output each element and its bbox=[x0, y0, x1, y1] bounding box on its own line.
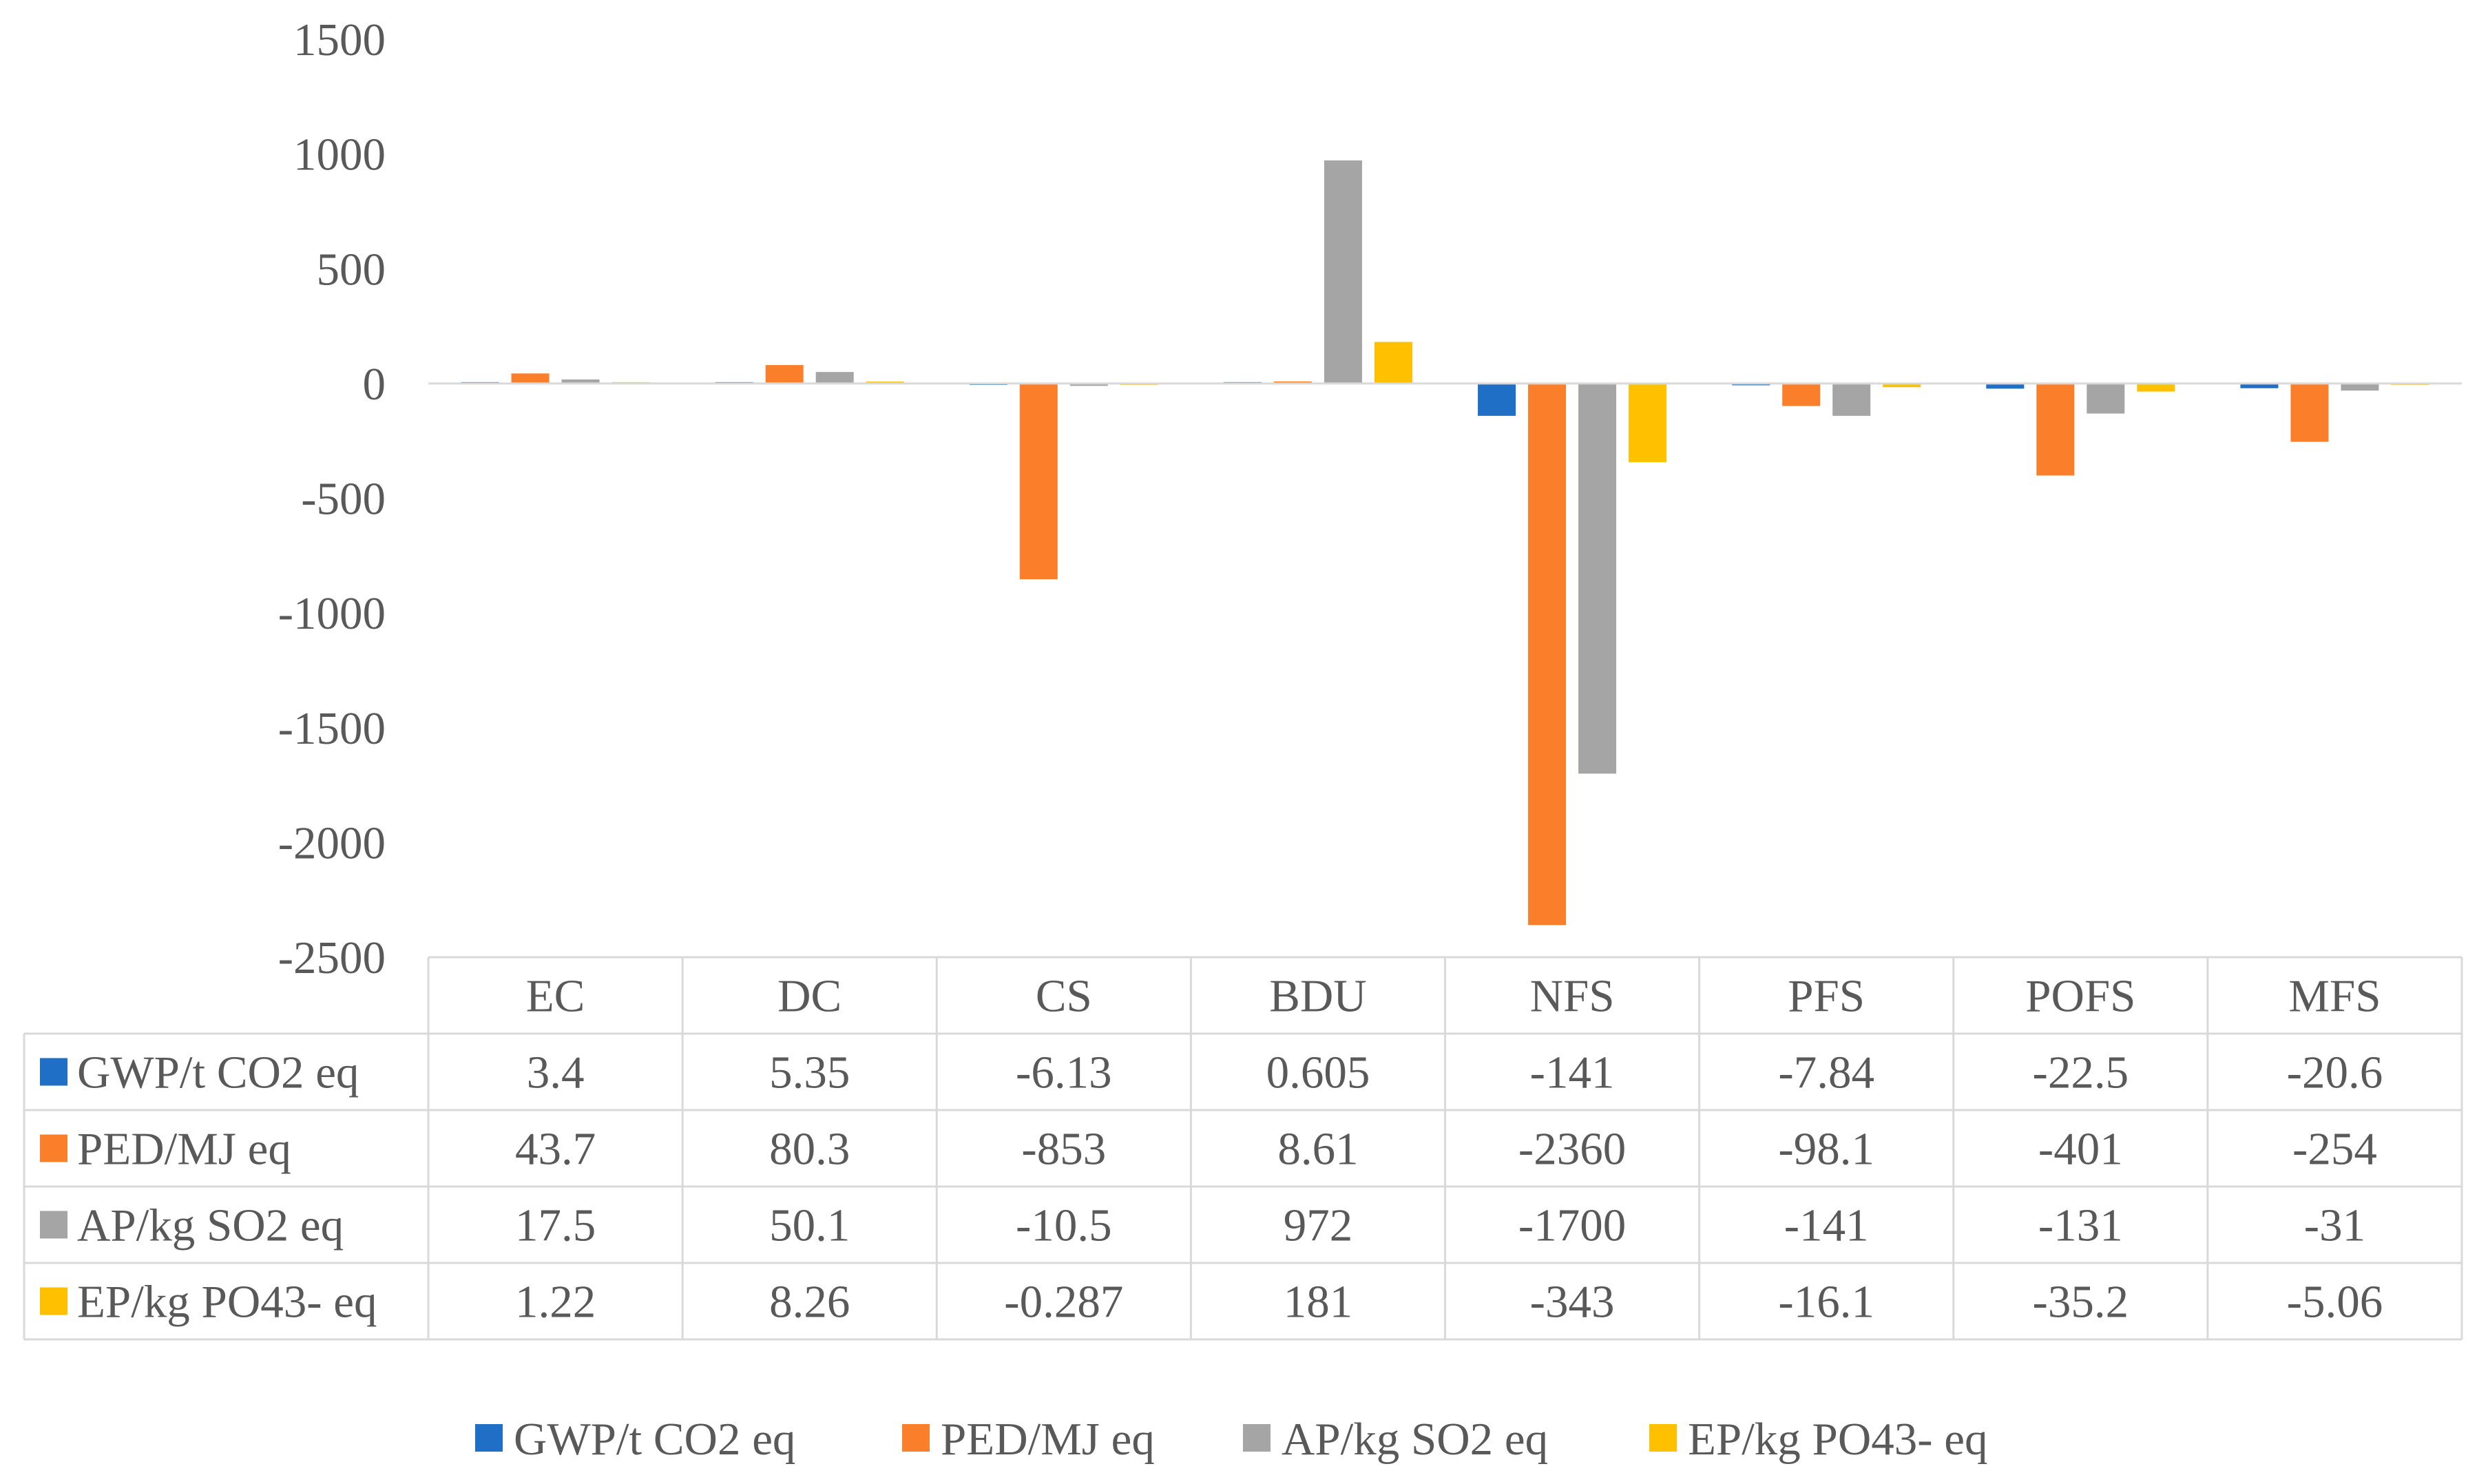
legend-swatch bbox=[1649, 1424, 1677, 1452]
series-row-label: PED/MJ eq bbox=[77, 1124, 291, 1175]
legend-swatch bbox=[902, 1424, 930, 1452]
data-cell-value: -2360 bbox=[1518, 1124, 1626, 1175]
bars bbox=[461, 160, 2429, 926]
data-cell-value: 0.605 bbox=[1266, 1047, 1370, 1098]
data-cell-value: -16.1 bbox=[1778, 1277, 1874, 1328]
category-label: DC bbox=[777, 971, 841, 1022]
series-row-label: GWP/t CO2 eq bbox=[77, 1047, 359, 1098]
series-key-swatch bbox=[40, 1134, 67, 1162]
y-tick-label: 1000 bbox=[293, 129, 386, 180]
bar bbox=[1782, 383, 1821, 406]
bar bbox=[2290, 383, 2329, 442]
category-label: BDU bbox=[1269, 971, 1366, 1022]
bar bbox=[765, 365, 804, 384]
data-cell-value: -343 bbox=[1530, 1277, 1615, 1328]
data-cell-value: 1.22 bbox=[515, 1277, 596, 1328]
series-key-swatch bbox=[40, 1211, 67, 1239]
bar bbox=[1374, 342, 1412, 384]
data-cell-value: -22.5 bbox=[2033, 1047, 2129, 1098]
bar bbox=[2036, 383, 2075, 476]
bar bbox=[2240, 383, 2279, 388]
bar bbox=[1019, 383, 1058, 580]
data-cell-value: 17.5 bbox=[515, 1200, 596, 1251]
bar bbox=[1324, 160, 1362, 384]
bar bbox=[1528, 383, 1567, 926]
data-table: EC DC CS BDU NFS PFS POFS MFS GWP/t CO2 eq 3.4 5.3… bbox=[23, 956, 2463, 1341]
data-cell-value: -401 bbox=[2038, 1124, 2123, 1175]
data-cell-value: -0.287 bbox=[1004, 1277, 1123, 1328]
bar bbox=[511, 373, 550, 384]
bar bbox=[2341, 383, 2379, 391]
data-cell-value: 8.26 bbox=[769, 1277, 850, 1328]
series-row-label: EP/kg PO43- eq bbox=[77, 1277, 377, 1328]
bar bbox=[1069, 383, 1108, 386]
series-key-swatch bbox=[40, 1287, 67, 1315]
data-cell-value: -131 bbox=[2038, 1200, 2123, 1251]
data-cell-value: 3.4 bbox=[527, 1047, 585, 1098]
data-cell-value: -10.5 bbox=[1016, 1200, 1112, 1251]
category-label: NFS bbox=[1530, 971, 1615, 1022]
y-tick-label: 1500 bbox=[293, 14, 386, 65]
y-tick-label: -1000 bbox=[278, 588, 386, 639]
legend-label: GWP/t CO2 eq bbox=[514, 1414, 795, 1465]
bar bbox=[1478, 383, 1516, 416]
y-tick-label: -2500 bbox=[278, 932, 386, 983]
data-cell-value: 5.35 bbox=[769, 1047, 850, 1098]
bar bbox=[1629, 383, 1667, 463]
data-cell-value: -20.6 bbox=[2287, 1047, 2383, 1098]
legend-label: PED/MJ eq bbox=[941, 1414, 1155, 1465]
y-tick-label: -2000 bbox=[278, 817, 386, 868]
series-row-label: AP/kg SO2 eq bbox=[77, 1200, 344, 1251]
data-cell-value: -35.2 bbox=[2033, 1277, 2129, 1328]
series-key-swatch bbox=[40, 1058, 67, 1086]
bar bbox=[1578, 383, 1617, 774]
data-cell-value: -98.1 bbox=[1778, 1124, 1874, 1175]
data-cell-value: -1700 bbox=[1518, 1200, 1626, 1251]
bar bbox=[1986, 383, 2025, 389]
y-tick-label: 0 bbox=[363, 359, 386, 410]
data-cell-value: 50.1 bbox=[769, 1200, 850, 1251]
data-cell-value: -853 bbox=[1021, 1124, 1106, 1175]
data-cell-value: 8.61 bbox=[1277, 1124, 1358, 1175]
bar bbox=[815, 372, 854, 384]
bar bbox=[2137, 383, 2175, 392]
category-label: MFS bbox=[2288, 971, 2381, 1022]
y-axis: 1500 1000 500 0 -500 -1000 -1500 -2000 -2500 bbox=[278, 14, 386, 983]
bar bbox=[561, 379, 600, 384]
legend-swatch bbox=[1243, 1424, 1271, 1452]
data-cell-value: -5.06 bbox=[2287, 1277, 2383, 1328]
y-tick-label: 500 bbox=[317, 244, 386, 295]
data-cell-value: 80.3 bbox=[769, 1124, 850, 1175]
data-cell-value: -6.13 bbox=[1016, 1047, 1112, 1098]
category-label: CS bbox=[1036, 971, 1092, 1022]
legend-label: EP/kg PO43- eq bbox=[1688, 1414, 1988, 1465]
category-label: POFS bbox=[2025, 971, 2135, 1022]
bar bbox=[1832, 383, 1871, 416]
y-tick-label: -500 bbox=[301, 474, 386, 525]
data-cell-value: -141 bbox=[1530, 1047, 1615, 1098]
data-cell-value: 43.7 bbox=[515, 1124, 596, 1175]
legend-label: AP/kg SO2 eq bbox=[1282, 1414, 1548, 1465]
data-cell-value: -141 bbox=[1784, 1200, 1869, 1251]
data-cell-value: 972 bbox=[1284, 1200, 1353, 1251]
y-tick-label: -1500 bbox=[278, 703, 386, 754]
legend-swatch bbox=[475, 1424, 503, 1452]
category-label: PFS bbox=[1788, 971, 1865, 1022]
data-cell-value: 181 bbox=[1284, 1277, 1353, 1328]
data-cell-value: -7.84 bbox=[1778, 1047, 1874, 1098]
bar bbox=[1883, 383, 1921, 388]
bar bbox=[2087, 383, 2125, 414]
data-cell-value: -31 bbox=[2304, 1200, 2365, 1251]
data-cell-value: -254 bbox=[2292, 1124, 2377, 1175]
legend: GWP/t CO2 eq PED/MJ eq AP/kg SO2 eq EP/kg P… bbox=[475, 1414, 1988, 1465]
category-label: EC bbox=[526, 971, 585, 1022]
